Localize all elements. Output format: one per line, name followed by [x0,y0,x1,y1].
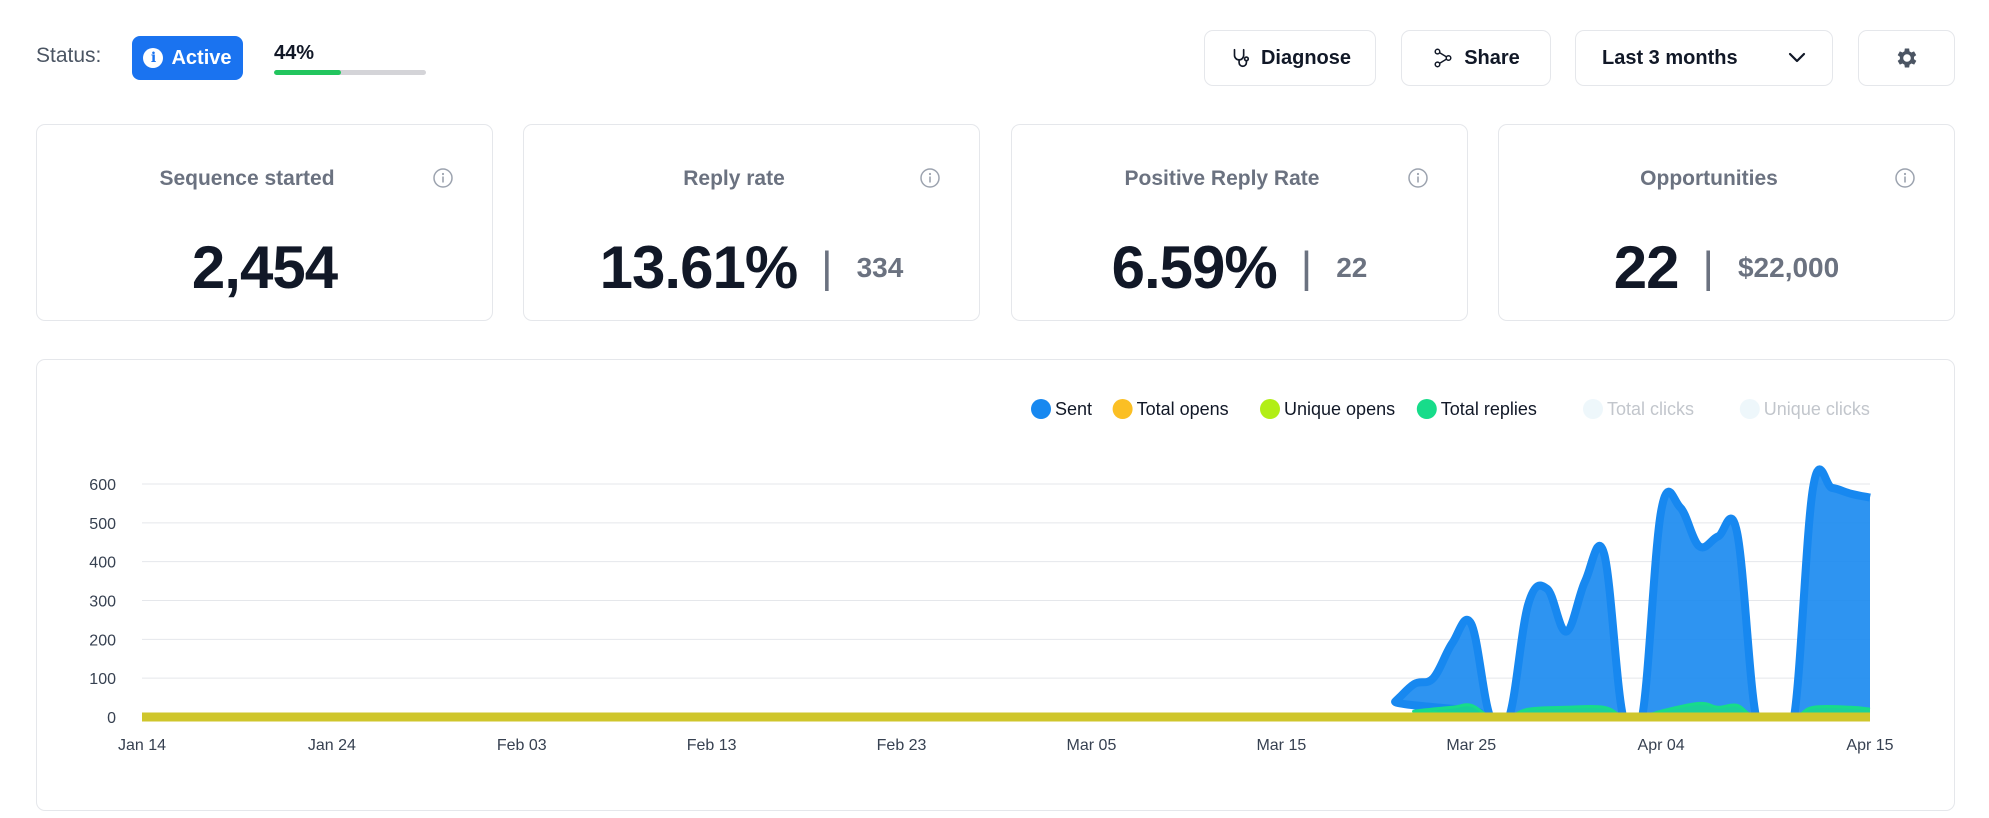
y-tick-label: 0 [107,710,116,727]
y-tick-label: 200 [89,632,116,649]
metric-value: 6.59% [1111,234,1278,301]
y-tick-label: 500 [89,516,116,533]
y-tick-label: 600 [89,477,116,494]
legend-swatch-sent [1031,399,1051,419]
date-range-label: Last 3 months [1602,46,1738,69]
info-icon: i [143,48,164,68]
settings-button[interactable] [1858,30,1955,86]
progress-percentage: 44% [274,42,315,64]
metric-card-reply-rate: Reply rate 13.61% | 334 [523,124,980,321]
metric-title: Positive Reply Rate [1124,167,1320,190]
metric-card-opportunities: Opportunities 22 | $22,000 [1498,124,1955,321]
legend-swatch-total-opens [1112,399,1133,419]
legend-label-sent: Sent [1055,399,1092,419]
metric-separator: | [1300,242,1313,292]
diagnose-button-label: Diagnose [1260,46,1352,69]
legend-swatch-total-replies [1416,399,1437,419]
x-tick-label: Feb 23 [877,737,927,754]
legend-label-unique-opens: Unique opens [1284,399,1395,419]
activity-chart-panel: 0 100 200 300 400 500 600 Jan 14 Jan 24 Feb 03 Feb… [36,359,1955,811]
legend-label-unique-clicks: Unique clicks [1764,399,1870,419]
x-tick-label: Mar 05 [1067,737,1117,754]
info-icon[interactable] [919,167,941,189]
diagnose-button[interactable]: Diagnose [1204,30,1376,86]
stethoscope-icon [1233,48,1250,68]
info-icon[interactable] [1894,167,1916,189]
metric-value: 2,454 [191,234,338,301]
legend-label-total-clicks: Total clicks [1607,399,1694,419]
date-range-select[interactable]: Last 3 months [1575,30,1833,86]
metric-value: 22 [1613,234,1680,301]
metric-title: Reply rate [683,167,785,190]
x-tick-label: Apr 04 [1638,737,1685,754]
activity-chart: 0 100 200 300 400 500 600 Jan 14 Jan 24 Feb 03 Feb… [89,399,1894,754]
x-tick-label: Apr 15 [1846,737,1893,754]
metric-card-sequence-started: Sequence started 2,454 [36,124,493,321]
x-tick-label: Feb 13 [687,737,737,754]
legend-swatch-total-clicks [1583,399,1603,419]
status-badge[interactable]: i Active [132,36,243,80]
metric-secondary-value: $22,000 [1737,251,1840,283]
share-button-label: Share [1464,46,1520,69]
info-icon[interactable] [1407,167,1429,189]
metric-secondary-value: 334 [856,251,904,283]
y-tick-label: 400 [89,555,116,572]
status-badge-label: Active [171,46,232,69]
legend-label-total-opens: Total opens [1137,399,1229,419]
status-label: Status: [36,44,102,67]
share-icon [1434,48,1452,68]
metric-title: Sequence started [159,167,335,190]
metric-value-row: 6.59% | 22 [1012,233,1467,302]
chevron-down-icon [1788,52,1806,63]
series-area-sent [142,469,1870,717]
metric-separator: | [1702,242,1714,292]
info-icon[interactable] [432,167,454,189]
x-tick-label: Mar 15 [1256,737,1306,754]
legend-swatch-unique-clicks [1739,399,1760,419]
legend-swatch-unique-opens [1260,399,1280,419]
metric-value-row: 2,454 [37,233,492,302]
x-tick-label: Feb 03 [497,737,547,754]
legend-label-total-replies: Total replies [1441,399,1537,419]
metric-card-positive-reply-rate: Positive Reply Rate 6.59% | 22 [1011,124,1468,321]
metric-value-row: 22 | $22,000 [1499,233,1954,302]
x-tick-label: Jan 24 [308,737,356,754]
metric-value-row: 13.61% | 334 [524,233,979,302]
y-tick-label: 300 [89,594,116,611]
metric-secondary-value: 22 [1336,251,1368,283]
gear-icon [1897,48,1916,68]
share-button[interactable]: Share [1401,30,1551,86]
metric-title: Opportunities [1640,167,1778,190]
x-tick-label: Mar 25 [1446,737,1496,754]
y-tick-label: 100 [89,671,116,688]
metric-value: 13.61% [599,234,798,301]
progress-bar [274,70,426,75]
metric-separator: | [821,242,833,292]
progress-bar-fill [274,70,341,75]
x-tick-label: Jan 14 [118,737,166,754]
